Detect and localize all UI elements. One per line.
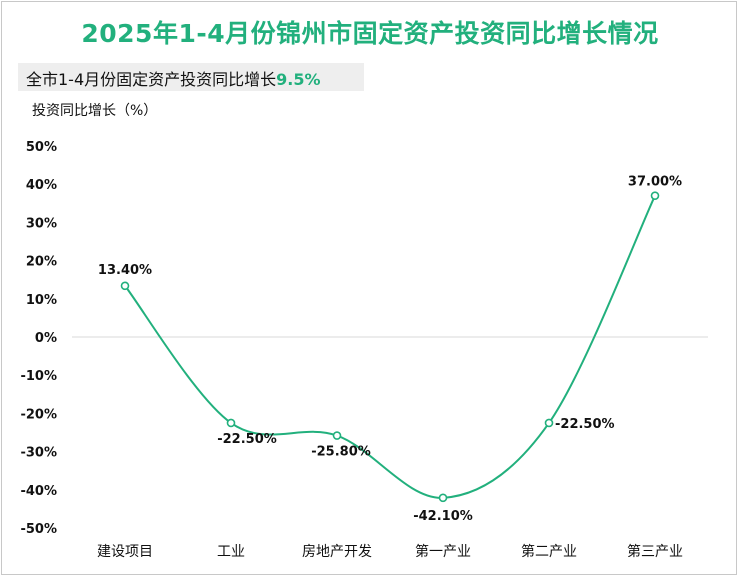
y-tick-label: -40% <box>20 484 57 499</box>
summary-banner: 全市1-4月份固定资产投资同比增长9.5% <box>18 63 364 91</box>
summary-banner-text: 全市1-4月份固定资产投资同比增长9.5% <box>26 66 321 90</box>
y-tick-label: 40% <box>26 178 57 193</box>
data-point <box>332 431 342 440</box>
data-point <box>650 191 660 200</box>
y-tick-label: -20% <box>20 407 57 422</box>
data-point <box>438 493 448 503</box>
x-tick-label: 第二产业 <box>521 543 577 560</box>
x-tick-label: 房地产开发 <box>302 544 372 560</box>
y-tick-label: 10% <box>26 293 57 308</box>
x-tick-label: 建设项目 <box>97 544 153 560</box>
data-point <box>120 281 130 291</box>
y-tick-label: 50% <box>26 140 57 155</box>
y-tick-label: -50% <box>20 522 57 537</box>
data-label: 37.00% <box>628 175 682 190</box>
y-tick-label: 20% <box>26 255 57 270</box>
chart-title: 2025年1-4月份锦州市固定资产投资同比增长情况 <box>81 19 659 48</box>
y-tick-label: 30% <box>26 216 57 231</box>
data-label: -22.50% <box>555 417 615 432</box>
y-tick-label: 0% <box>35 331 57 346</box>
data-point <box>226 418 236 428</box>
y-tick-label: -30% <box>20 446 57 461</box>
series-line <box>124 195 656 499</box>
x-tick-label: 第三产业 <box>627 543 683 560</box>
y-tick-label: -10% <box>20 369 57 384</box>
data-label: -22.50% <box>217 432 277 447</box>
summary-value: 9.5% <box>276 70 321 89</box>
summary-label: 全市1-4月份固定资产投资同比增长 <box>26 70 277 89</box>
data-label: 13.40% <box>98 263 152 278</box>
x-tick-label: 第一产业 <box>415 543 471 560</box>
data-label: -42.10% <box>413 509 473 524</box>
y-axis-title: 投资同比增长（%） <box>32 103 158 119</box>
x-tick-label: 工业 <box>217 544 245 560</box>
data-label: -25.80% <box>311 445 371 460</box>
data-point <box>544 418 554 428</box>
